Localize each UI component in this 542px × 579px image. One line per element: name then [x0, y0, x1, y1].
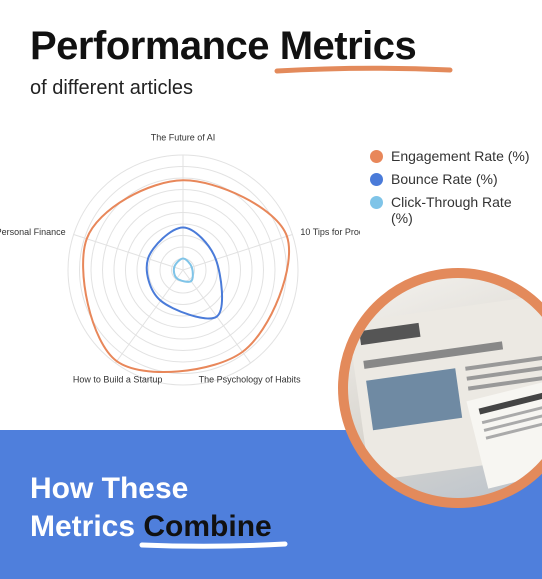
title: Performance Metrics: [30, 24, 453, 74]
footer-line2-start: Metrics: [30, 510, 136, 543]
series-line: [145, 226, 224, 320]
legend-label: Click-Through Rate (%): [391, 194, 512, 226]
legend-label: Bounce Rate (%): [391, 171, 498, 187]
axis-label: The Psychology of Habits: [199, 374, 302, 384]
legend-swatch: [370, 196, 383, 209]
spoke: [73, 233, 184, 271]
title-start: Performance: [30, 24, 270, 68]
title-highlight: Metrics: [274, 24, 453, 74]
legend: Engagement Rate (%) Bounce Rate (%) Click-…: [370, 148, 540, 233]
legend-item: Bounce Rate (%): [370, 171, 540, 187]
legend-swatch: [370, 173, 383, 186]
footer-highlight-text: Combine: [143, 510, 272, 543]
legend-item: Click-Through Rate (%): [370, 194, 540, 226]
legend-label: Engagement Rate (%): [391, 148, 530, 164]
title-underline: [274, 65, 453, 74]
footer-underline: [139, 541, 288, 549]
legend-item: Engagement Rate (%): [370, 148, 540, 164]
axis-label: Mastering Personal Finance: [0, 227, 66, 237]
newspaper-photo: [338, 268, 542, 508]
footer-highlight: Combine: [139, 510, 288, 549]
axis-label: How to Build a Startup: [73, 374, 163, 384]
spoke: [182, 233, 293, 271]
axis-label: The Future of AI: [151, 132, 216, 142]
title-highlight-text: Metrics: [279, 24, 417, 68]
subtitle: of different articles: [30, 77, 194, 99]
footer-line1: How These: [30, 472, 189, 505]
radar-chart: The Future of AI 10 Tips for Productivity…: [0, 132, 360, 386]
series-line: [172, 257, 194, 283]
footer-headline: How These Metrics Combine: [30, 470, 288, 549]
series-line: [82, 179, 291, 374]
newspaper-art: [348, 294, 542, 489]
footer-line2: Metrics Combine: [30, 508, 288, 549]
legend-swatch: [370, 150, 383, 163]
axis-label: 10 Tips for Productivity: [300, 227, 360, 237]
spoke: [115, 269, 184, 364]
